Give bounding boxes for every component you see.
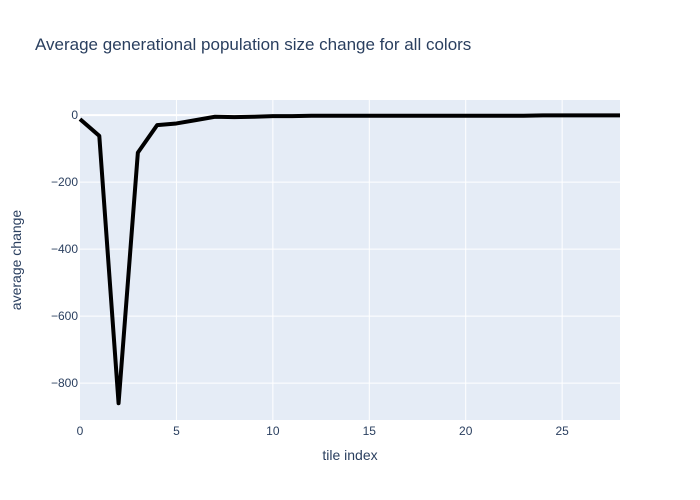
x-tick-label: 25 — [555, 424, 569, 438]
y-tick-label: −600 — [51, 309, 78, 323]
x-tick-label: 5 — [173, 424, 180, 438]
chart-title: Average generational population size cha… — [35, 35, 471, 54]
y-tick-label: −200 — [51, 175, 78, 189]
x-tick-label: 0 — [77, 424, 84, 438]
x-tick-label: 10 — [266, 424, 280, 438]
tick-labels: 0 5 10 15 20 25 0 −200 −400 −600 −800 — [51, 108, 569, 438]
x-tick-label: 20 — [459, 424, 473, 438]
x-tick-label: 15 — [363, 424, 377, 438]
plot-area — [80, 100, 620, 420]
y-axis-title: average change — [8, 210, 24, 311]
series-layer — [78, 113, 621, 406]
y-tick-label: −400 — [51, 242, 78, 256]
y-tick-label: 0 — [71, 108, 78, 122]
y-tick-label: −800 — [51, 376, 78, 390]
x-axis-title: tile index — [322, 447, 377, 463]
